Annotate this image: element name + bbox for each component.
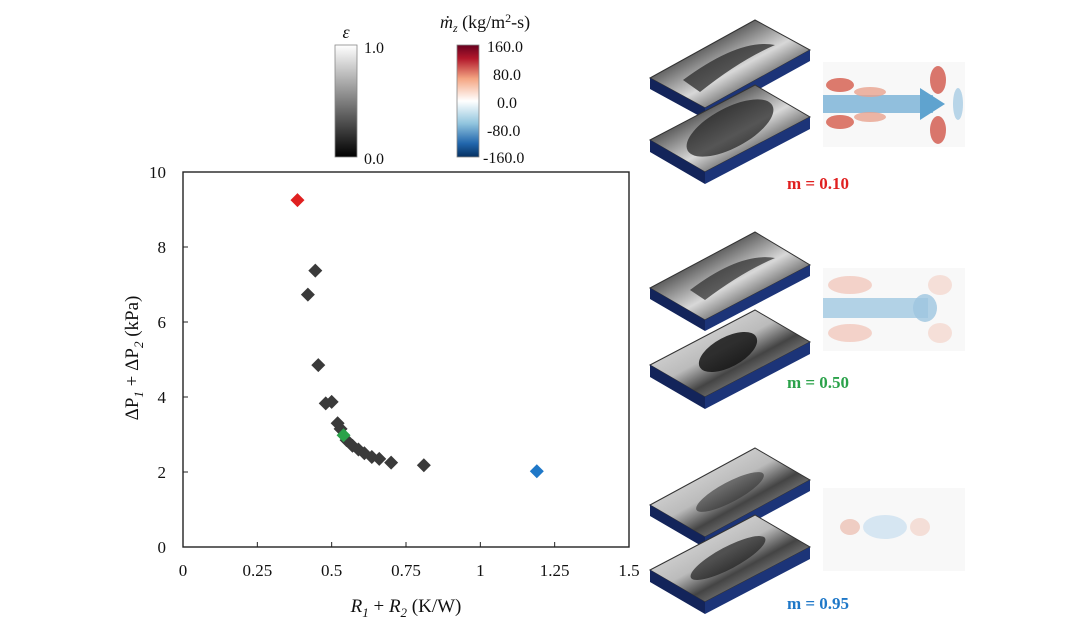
mdot-gradient [456, 44, 480, 158]
y-tick-label: 6 [158, 313, 167, 332]
mdot-tick-neg80: -80.0 [487, 123, 520, 140]
epsilon-min-label: 0.0 [364, 151, 384, 168]
slab-bottom [648, 514, 812, 614]
data-point [300, 287, 315, 302]
flux-map [823, 62, 965, 147]
x-tick-label: 1 [476, 561, 485, 580]
data-point [324, 394, 339, 409]
data-point [308, 263, 323, 278]
inset-label-m050: m = 0.50 [787, 373, 849, 392]
y-axis-label: ΔP1 + ΔP2 (kPa) [122, 296, 146, 421]
scatter-chart: 0 0.25 0.5 0.75 1 1.25 1.5 0 2 4 6 8 10 R1 + R2 (K/… [122, 163, 640, 620]
y-axis-ticks: 0 2 4 6 8 10 [149, 163, 188, 557]
epsilon-gradient [334, 44, 358, 158]
data-point [290, 193, 305, 208]
y-tick-label: 2 [158, 463, 167, 482]
flux-map [823, 488, 965, 571]
inset-label-m010: m = 0.10 [787, 174, 849, 193]
inset-m050: m = 0.50 [648, 231, 965, 409]
x-tick-label: 0.75 [391, 561, 421, 580]
epsilon-max-label: 1.0 [364, 40, 384, 57]
inset-m010: m = 0.10 [648, 19, 965, 193]
epsilon-colorbar-title: ε [342, 22, 350, 42]
x-tick-label: 0.25 [242, 561, 272, 580]
mdot-tick-neg160: -160.0 [483, 150, 524, 167]
plot-frame [182, 171, 630, 548]
y-tick-label: 4 [158, 388, 167, 407]
x-tick-label: 1.25 [540, 561, 570, 580]
data-point [372, 451, 387, 466]
mdot-tick-80: 80.0 [493, 67, 521, 84]
x-tick-label: 0 [179, 561, 188, 580]
x-tick-label: 1.5 [618, 561, 639, 580]
data-point [311, 358, 326, 373]
inset-label-m095: m = 0.95 [787, 594, 849, 613]
y-tick-label: 0 [158, 538, 167, 557]
inset-m095: m = 0.95 [648, 447, 965, 614]
mdot-colorbar-title: ṁz (kg/m2-s) [440, 11, 530, 35]
data-point [529, 464, 544, 479]
x-tick-label: 0.5 [321, 561, 342, 580]
x-axis-ticks: 0 0.25 0.5 0.75 1 1.25 1.5 [179, 542, 640, 580]
mdot-colorbar: ṁz (kg/m2-s) 160.0 80.0 0.0 -80.0 -160.0 [440, 11, 530, 167]
x-axis-label: R1 + R2 (K/W) [350, 596, 462, 620]
y-tick-label: 8 [158, 238, 167, 257]
epsilon-colorbar: ε 1.0 0.0 [334, 22, 384, 168]
data-points [290, 193, 544, 479]
slab-bottom [648, 309, 812, 409]
y-tick-label: 10 [149, 163, 166, 182]
slab-bottom [648, 84, 812, 184]
data-point [416, 458, 431, 473]
mdot-tick-160: 160.0 [487, 39, 523, 56]
data-point [336, 428, 351, 443]
data-point [384, 455, 399, 470]
flux-map [823, 268, 965, 351]
mdot-tick-0: 0.0 [497, 95, 517, 112]
slab-top [648, 231, 812, 331]
